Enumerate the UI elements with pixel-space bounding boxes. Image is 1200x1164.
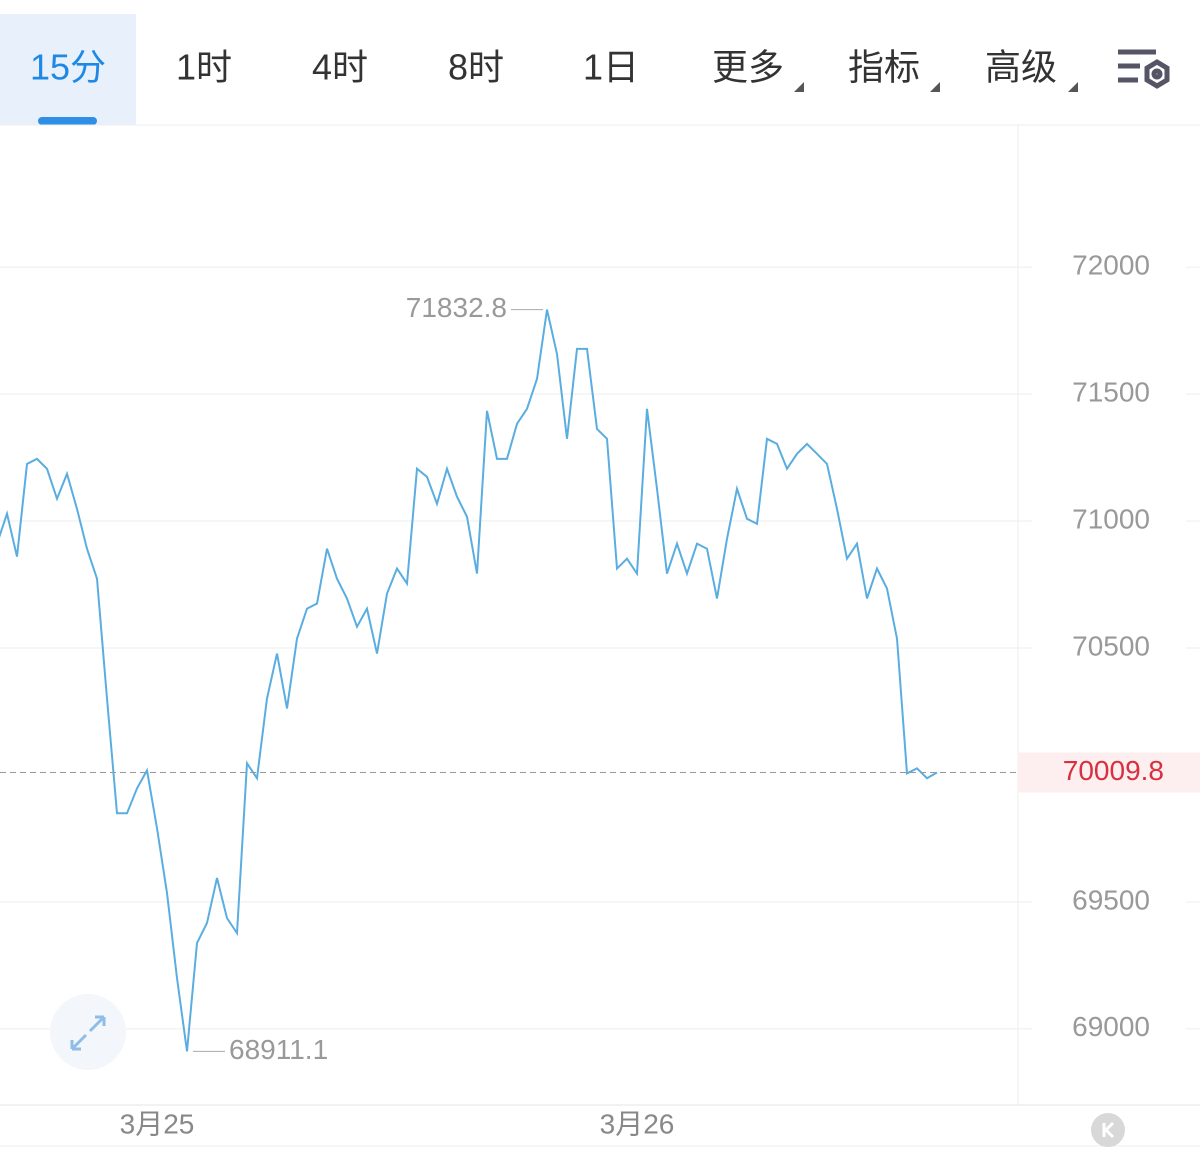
- y-tick-label: 71000: [1072, 503, 1150, 534]
- collapse-icon: [1102, 1121, 1115, 1139]
- tab[interactable]: 8时: [448, 47, 504, 88]
- tab[interactable]: 指标: [848, 47, 920, 88]
- y-tick-label: 69000: [1072, 1011, 1150, 1042]
- y-tick-label: 69500: [1072, 884, 1150, 915]
- y-tick-label: 70500: [1072, 630, 1150, 661]
- tab[interactable]: 1日: [583, 47, 639, 88]
- y-tick-label: 71500: [1072, 377, 1150, 408]
- x-tick-label: 3月25: [120, 1108, 195, 1139]
- expand-button[interactable]: [50, 994, 126, 1070]
- current-price-label: 70009.8: [1063, 755, 1164, 786]
- active-tab-indicator: [38, 117, 97, 125]
- tab[interactable]: 4时: [312, 47, 368, 88]
- tab[interactable]: 15分: [30, 47, 106, 88]
- x-tick-label: 3月26: [600, 1108, 675, 1139]
- tab[interactable]: 1时: [176, 47, 232, 88]
- dropdown-arrow: [794, 82, 804, 92]
- tab[interactable]: 更多: [712, 47, 784, 88]
- current-price-bg: [1018, 752, 1200, 793]
- y-tick-label: 72000: [1072, 250, 1150, 281]
- tab[interactable]: 高级: [985, 47, 1057, 88]
- settings-icon[interactable]: [1118, 49, 1170, 89]
- plot: 69000 69500 70500 71000 71500 72000 3月25 3月26 71…: [0, 250, 1200, 1139]
- expand-icon: [70, 1015, 106, 1051]
- active-tab-bg: [0, 14, 136, 125]
- price-line: [0, 309, 938, 1052]
- low-label: 68911.1: [229, 1034, 328, 1065]
- dropdown-arrow: [1068, 82, 1078, 92]
- high-label: 71832.8: [406, 292, 507, 323]
- dropdown-arrow: [930, 82, 940, 92]
